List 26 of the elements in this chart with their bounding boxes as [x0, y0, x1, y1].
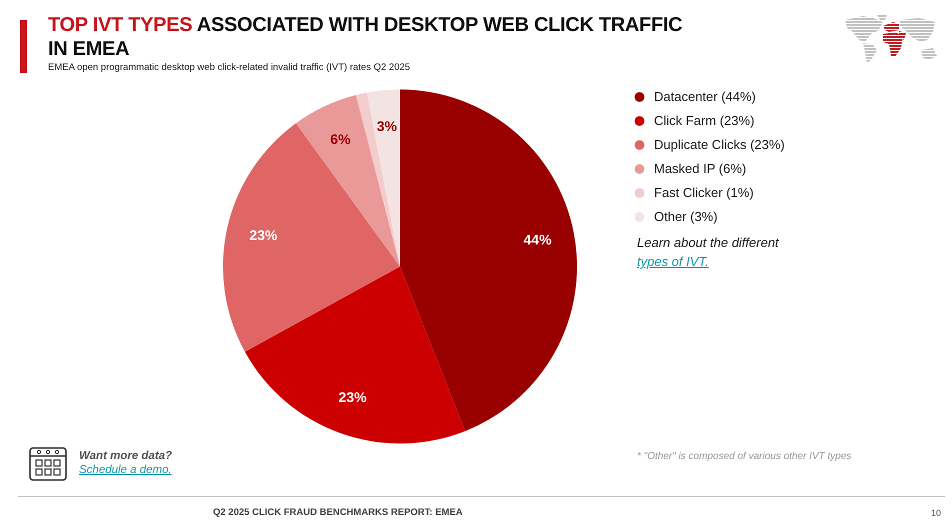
- pie-slice: [296, 95, 400, 266]
- pie-slice: [244, 266, 466, 444]
- text: * "Other" is composed of various other IVT types: [637, 451, 852, 462]
- pie-slice: [400, 90, 577, 432]
- pie-slice: [356, 92, 400, 266]
- legend-label: Datacenter (44%): [654, 89, 756, 104]
- legend-label: Masked IP (6%): [654, 161, 746, 176]
- data-label: 23%: [338, 389, 368, 406]
- text: types of IVT.: [637, 254, 709, 269]
- legend-label: Click Farm (23%): [654, 113, 754, 128]
- chart-subtitle: EMEA open programmatic desktop web click-related invalid traffic (IVT) rates Q2 2025: [48, 62, 410, 73]
- data-label: 23%: [249, 226, 278, 243]
- pie-slice: [223, 123, 400, 352]
- text: Want more data?: [79, 450, 172, 462]
- text: Q2 2025 CLICK FRAUD BENCHMARKS REPORT: EMEA: [213, 507, 463, 518]
- legend-label: Fast Clicker (1%): [654, 185, 754, 200]
- chart-title: TOP IVT TYPES ASSOCIATED WITH DESKTOP WEB CLICK TRAFFIC IN EMEA: [48, 14, 682, 60]
- text: Schedule a demo.: [79, 464, 172, 476]
- text: 10: [931, 508, 942, 518]
- pie-slice: [366, 90, 400, 266]
- text: Learn about the different: [637, 235, 779, 250]
- legend-label: Other (3%): [654, 209, 718, 224]
- data-label: 44%: [524, 231, 552, 248]
- legend-label: Duplicate Clicks (23%): [654, 137, 785, 152]
- data-label: 6%: [330, 130, 352, 147]
- data-label: 3%: [376, 118, 398, 134]
